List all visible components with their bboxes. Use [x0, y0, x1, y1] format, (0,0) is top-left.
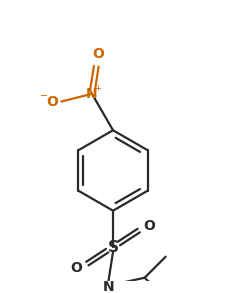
Text: S: S — [108, 240, 118, 255]
Text: O: O — [143, 219, 155, 233]
Text: O: O — [46, 95, 58, 108]
Text: N: N — [102, 280, 114, 293]
Text: +: + — [94, 84, 101, 93]
Text: O: O — [71, 261, 83, 275]
Text: −: − — [40, 91, 48, 101]
Text: N: N — [86, 87, 98, 101]
Text: O: O — [93, 47, 105, 61]
